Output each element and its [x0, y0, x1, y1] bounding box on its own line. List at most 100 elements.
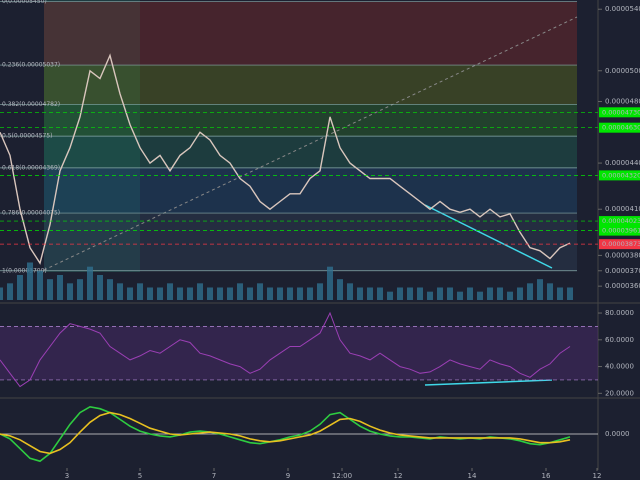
fib-label: 0(0.00005450) — [2, 0, 47, 5]
price-tag-label: 0.00004730 — [602, 108, 640, 116]
volume-bar — [257, 283, 263, 300]
volume-bar — [137, 283, 143, 300]
fib-label: 0.786(0.00004075) — [2, 210, 60, 217]
fib-band — [44, 167, 577, 214]
volume-bar — [217, 287, 223, 300]
y-tick-label: 0.00003700 — [605, 267, 640, 275]
volume-bar — [17, 275, 23, 300]
volume-bar — [457, 291, 463, 300]
fib-label: 0.5(0.00004575) — [2, 133, 53, 140]
volume-bar — [427, 291, 433, 300]
volume-bar — [177, 287, 183, 300]
y-tick-label: 80.0000 — [605, 309, 634, 317]
price-tag-label: 0.00004630 — [602, 124, 640, 132]
volume-bar — [377, 287, 383, 300]
volume-bar — [537, 279, 543, 300]
rsi-band — [0, 326, 598, 380]
volume-bar — [47, 279, 53, 300]
fib-band — [44, 136, 577, 168]
volume-bar — [127, 287, 133, 300]
price-tag — [599, 107, 640, 118]
volume-bar — [287, 287, 293, 300]
x-tick-label: 9 — [286, 472, 290, 480]
volume-bar — [67, 283, 73, 300]
volume-bar — [237, 283, 243, 300]
fib-label: 1(0.00003700) — [2, 267, 47, 274]
diagonal-trend — [43, 16, 578, 271]
volume-bar — [147, 287, 153, 300]
volume-bar — [367, 287, 373, 300]
fib-label: 0.382(0.00004782) — [2, 101, 60, 108]
fib-label: 0.236(0.00005037) — [2, 62, 60, 69]
price-tag-label: 0.00004320 — [602, 171, 640, 179]
price-tag — [599, 122, 640, 133]
volume-bar — [7, 283, 13, 300]
volume-bar — [437, 287, 443, 300]
y-tick-label: 40.0000 — [605, 363, 634, 371]
volume-bar — [37, 270, 43, 300]
volume-bar — [267, 287, 273, 300]
fib-band — [44, 104, 577, 137]
x-tick-label: 3 — [65, 472, 69, 480]
x-tick-label: 12:00 — [332, 472, 352, 480]
rsi-trend-line — [424, 379, 553, 386]
volume-bar — [197, 283, 203, 300]
y-tick-label: 0.00004100 — [605, 205, 640, 213]
volume-bar — [57, 275, 63, 300]
volume-bar — [467, 287, 473, 300]
x-tick-label: 7 — [212, 472, 216, 480]
volume-bar — [347, 283, 353, 300]
volume-bar — [207, 287, 213, 300]
volume-bar — [247, 287, 253, 300]
trend-line — [424, 204, 553, 269]
volume-bar — [117, 283, 123, 300]
fib-band — [44, 213, 577, 271]
volume-bar — [87, 266, 93, 300]
volume-bar — [407, 287, 413, 300]
rsi-line — [0, 311, 571, 388]
volume-bar — [447, 287, 453, 300]
fib-label: 0.618(0.00004369) — [2, 164, 60, 171]
volume-bar — [557, 287, 563, 300]
volume-bar — [27, 262, 33, 300]
x-tick-label: 5 — [138, 472, 142, 480]
price-tag — [599, 170, 640, 181]
volume-bar — [297, 287, 303, 300]
volume-bar — [337, 279, 343, 300]
fib-band — [44, 65, 577, 105]
volume-bar — [227, 287, 233, 300]
volume-bar — [277, 287, 283, 300]
y-tick-label: 0.00005000 — [605, 67, 640, 75]
y-tick-label: 0.00004800 — [605, 98, 640, 106]
y-tick-label: 60.0000 — [605, 336, 634, 344]
series-line — [0, 411, 571, 455]
volume-bar — [327, 266, 333, 300]
volume-bar — [97, 275, 103, 300]
volume-bar — [77, 279, 83, 300]
y-tick-label: 0.00004400 — [605, 159, 640, 167]
volume-bar — [487, 287, 493, 300]
volume-bar — [317, 283, 323, 300]
y-tick-label: 0.00005400 — [605, 5, 640, 13]
price-tag — [599, 216, 640, 227]
volume-bar — [527, 283, 533, 300]
volume-bar — [387, 291, 393, 300]
x-tick-label: 12 — [394, 472, 403, 480]
volume-bar — [357, 287, 363, 300]
y-tick-label: 0.00003800 — [605, 251, 640, 259]
price-line — [0, 53, 571, 265]
x-tick-label: 12 — [593, 472, 602, 480]
volume-bar — [307, 287, 313, 300]
price-tag-label: 0.00004023 — [602, 217, 640, 225]
volume-bar — [107, 279, 113, 300]
volume-bar — [517, 287, 523, 300]
volume-bar — [157, 287, 163, 300]
volume-bar — [477, 291, 483, 300]
volume-bar — [187, 287, 193, 300]
price-tag — [599, 225, 640, 236]
volume-bar — [497, 287, 503, 300]
volume-bar — [507, 291, 513, 300]
fib-band — [44, 1, 577, 66]
